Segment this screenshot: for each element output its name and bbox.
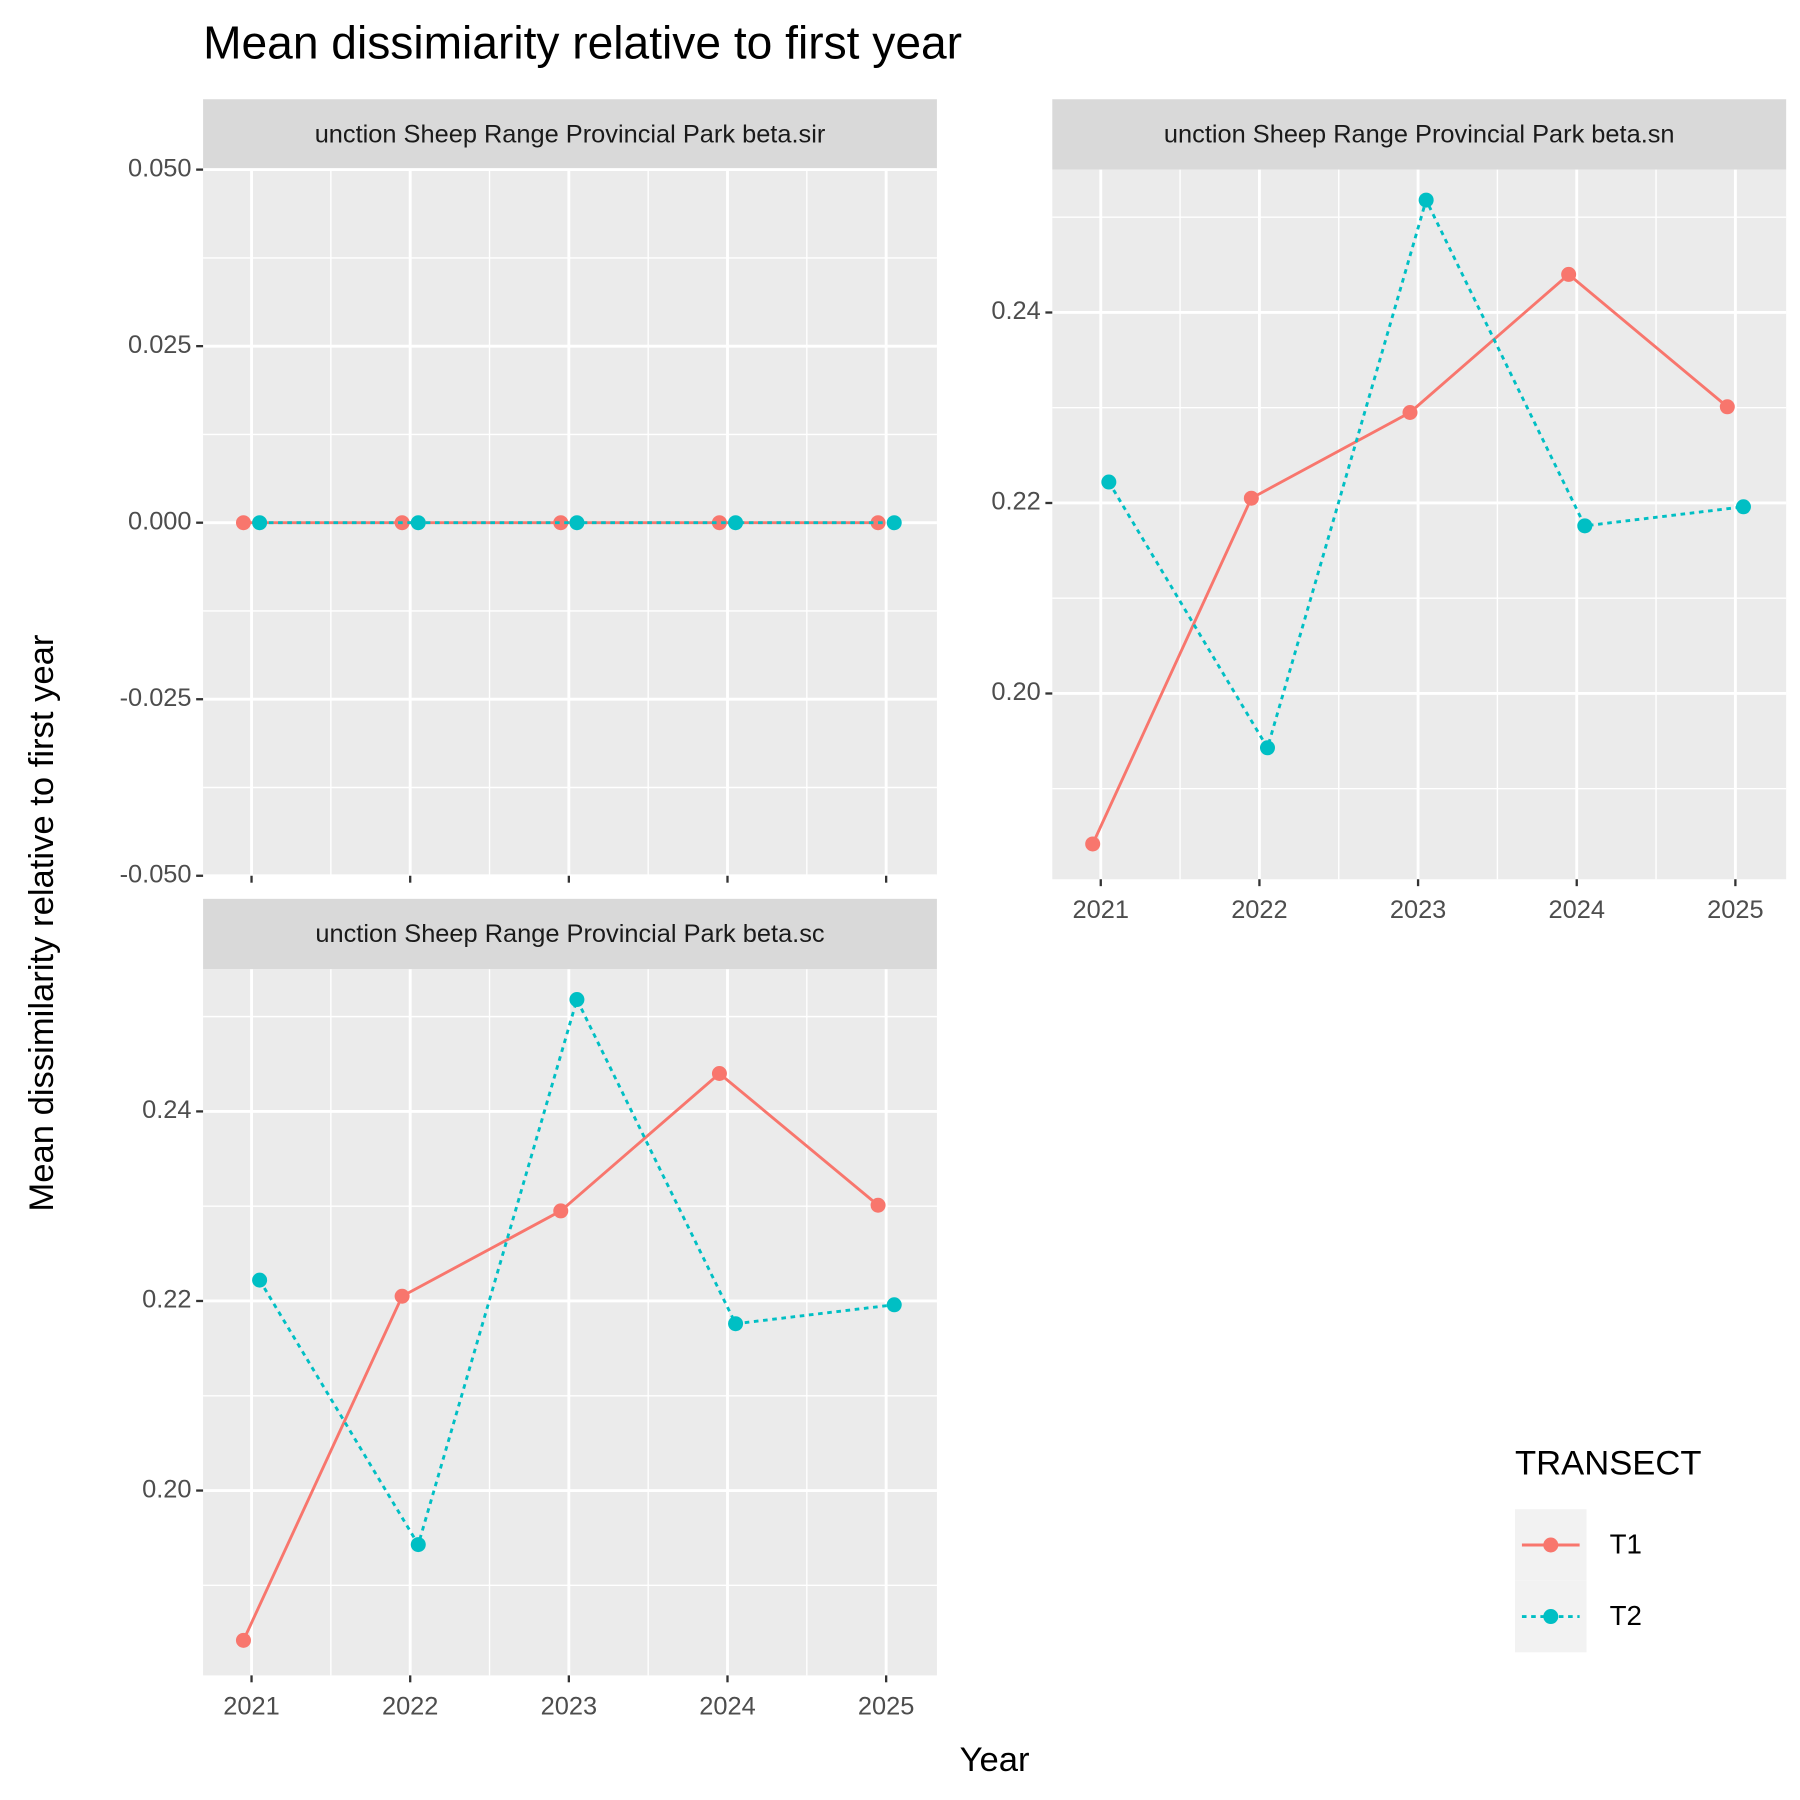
strip-background: [1052, 99, 1787, 170]
legend-label: T2: [1610, 1600, 1642, 1631]
strip-background: [203, 898, 937, 970]
data-point: [410, 515, 426, 531]
y-tick-label: 0.22: [142, 1286, 191, 1314]
strip-title: unction Sheep Range Provincial Park beta…: [315, 920, 825, 948]
data-point: [728, 515, 744, 531]
x-tick-label: 2024: [1549, 896, 1605, 924]
y-tick-label: 0.20: [991, 678, 1040, 706]
legend-label: T1: [1610, 1528, 1642, 1559]
strip-title: unction Sheep Range Provincial Park beta…: [315, 120, 826, 148]
data-point: [252, 1272, 268, 1288]
y-axis-label: Mean dissimilarity relative to first yea…: [23, 635, 61, 1212]
y-tick-label: -0.025: [120, 684, 192, 712]
x-tick-label: 2022: [382, 1692, 438, 1720]
x-tick-label: 2021: [223, 1692, 279, 1720]
data-point: [553, 1203, 569, 1219]
data-point: [569, 992, 585, 1008]
y-tick-label: 0.24: [991, 297, 1040, 325]
y-tick-label: 0.025: [128, 331, 192, 359]
x-axis-label: Year: [960, 1741, 1030, 1779]
x-tick-label: 2025: [1707, 896, 1763, 924]
data-point: [1402, 405, 1418, 421]
data-point: [252, 515, 268, 531]
data-point: [886, 1297, 902, 1313]
x-tick-label: 2021: [1073, 896, 1129, 924]
data-point: [569, 515, 585, 531]
x-tick-label: 2023: [541, 1692, 597, 1720]
panel: unction Sheep Range Provincial Park beta…: [120, 99, 937, 888]
data-point: [1085, 836, 1101, 852]
data-point: [1243, 490, 1259, 506]
legend-marker: [1543, 1537, 1559, 1553]
data-point: [1735, 499, 1751, 515]
data-point: [1101, 474, 1117, 490]
data-point: [235, 515, 251, 531]
series-line: [258, 995, 895, 1549]
data-point: [1260, 740, 1275, 756]
strip-title: unction Sheep Range Provincial Park beta…: [1164, 120, 1675, 148]
y-tick-label: -0.050: [120, 860, 192, 888]
data-point: [1719, 399, 1735, 415]
data-point: [711, 515, 727, 531]
data-point: [886, 515, 902, 531]
panel: unction Sheep Range Provincial Park beta…: [991, 99, 1787, 924]
y-tick-label: 0.24: [142, 1096, 191, 1124]
y-tick-label: 0.050: [128, 154, 192, 182]
strip-background: [203, 99, 937, 170]
data-point: [1561, 266, 1577, 282]
x-tick-label: 2024: [699, 1692, 755, 1720]
data-point: [711, 1065, 727, 1081]
x-tick-label: 2025: [858, 1692, 914, 1720]
chart-title: Mean dissimiarity relative to first year: [203, 16, 962, 68]
y-tick-label: 0.22: [991, 488, 1040, 516]
x-tick-label: 2023: [1390, 896, 1446, 924]
data-point: [870, 1197, 886, 1213]
y-tick-label: 0.000: [128, 507, 192, 535]
legend-title: TRANSECT: [1515, 1445, 1702, 1483]
data-point: [235, 1632, 251, 1648]
data-point: [728, 1316, 744, 1332]
data-point: [394, 1288, 410, 1304]
data-point: [1577, 518, 1593, 534]
legend-marker: [1543, 1609, 1559, 1625]
data-point: [1418, 192, 1434, 208]
data-point: [410, 1537, 426, 1553]
y-tick-label: 0.20: [142, 1475, 191, 1503]
x-tick-label: 2022: [1231, 896, 1287, 924]
data-point: [553, 515, 569, 531]
panel: unction Sheep Range Provincial Park beta…: [142, 898, 937, 1720]
